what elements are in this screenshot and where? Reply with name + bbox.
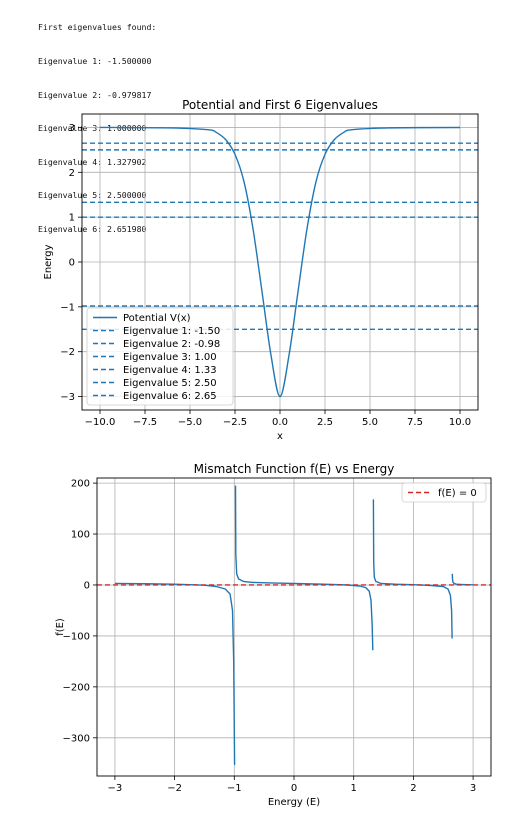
legend-label: Eigenvalue 1: -1.50	[123, 326, 220, 337]
x-tick-label: −2.5	[223, 417, 247, 428]
y-axis-label: Energy	[43, 244, 54, 279]
console-line: Eigenvalue 1: -1.500000	[38, 56, 152, 66]
legend-label: Eigenvalue 6: 2.65	[123, 391, 217, 402]
console-line: Eigenvalue 6: 2.651980	[38, 223, 147, 234]
chart-2: −3 −2 −1 0 1 2 3 −300 −200 −100 0 100 200 Mismatch Fu…	[55, 462, 492, 808]
y-tick-label: 100	[71, 530, 90, 541]
x-tick-label: −2	[167, 783, 182, 794]
legend-label: Eigenvalue 4: 1.33	[123, 365, 217, 376]
x-tick-label: 2.5	[317, 417, 333, 428]
y-tick-label: 1	[69, 213, 75, 224]
console-header: First eigenvalues found:	[38, 22, 157, 33]
x-tick-label: −3	[108, 783, 123, 794]
x-tick-label: 5.0	[362, 417, 378, 428]
y-tick-label: 0	[69, 258, 75, 269]
y-tick-label: 200	[71, 479, 90, 490]
x-tick-label: 1	[351, 783, 357, 794]
plot-area	[97, 485, 491, 765]
y-tick-label: 2	[69, 168, 75, 179]
series-segment-1	[114, 582, 236, 765]
legend-label: Potential V(x)	[123, 313, 191, 324]
x-tick-label: 10.0	[449, 417, 471, 428]
x-tick-label: 0	[291, 783, 297, 794]
y-axis-label: f(E)	[55, 618, 66, 636]
y-tick-label: −200	[63, 682, 90, 693]
legend-label: Eigenvalue 2: -0.98	[123, 339, 220, 350]
x-axis-label: x	[277, 431, 283, 442]
y-tick-label: −1	[60, 302, 75, 313]
legend-label: f(E) = 0	[438, 488, 477, 499]
chart-title: Potential and First 6 Eigenvalues	[182, 98, 378, 112]
chart-title: Mismatch Function f(E) vs Energy	[194, 462, 395, 476]
legend-box	[401, 482, 487, 503]
console-line: Eigenvalue 5: 2.500000	[38, 190, 147, 201]
x-tick-label: 3	[470, 783, 476, 794]
console-output: First eigenvalues found: Eigenvalue 1: -…	[38, 0, 156, 246]
console-line: Eigenvalue 4: 1.327902	[38, 156, 147, 167]
x-axis-label: Energy (E)	[268, 797, 320, 808]
x-tick-label: −5.0	[178, 417, 202, 428]
x-tick-label: 7.5	[407, 417, 423, 428]
legend-label: Eigenvalue 3: 1.00	[123, 352, 217, 363]
legend: Potential V(x) Eigenvalue 1: -1.50 Eigenva…	[86, 307, 234, 406]
legend: f(E) = 0	[401, 482, 487, 503]
y-tick-label: 0	[84, 580, 90, 591]
y-tick-label: −300	[63, 733, 90, 744]
y-tick-label: −3	[60, 392, 75, 403]
chart-1: −10.0 −7.5 −5.0 −2.5 0.0 2.5 5.0 7.5 10.0 −3 −2 −1 0…	[43, 98, 479, 442]
series-segment-2	[234, 485, 374, 651]
y-tick-label: −2	[60, 347, 75, 358]
x-tick-label: −10.0	[85, 417, 116, 428]
series-curve-1	[99, 126, 461, 398]
x-tick-label: −7.5	[133, 417, 157, 428]
series-segment-4	[451, 573, 474, 586]
x-tick-label: 2	[410, 783, 416, 794]
x-tick-label: −1	[227, 783, 242, 794]
console-line: Eigenvalue 2: -0.979817	[38, 89, 152, 100]
legend-label: Eigenvalue 5: 2.50	[123, 378, 217, 389]
y-tick-label: 3	[69, 123, 75, 134]
x-tick-label: 0.0	[272, 417, 288, 428]
series-segment-3	[372, 499, 453, 639]
legend-box	[86, 307, 234, 406]
y-tick-label: −100	[63, 631, 90, 642]
